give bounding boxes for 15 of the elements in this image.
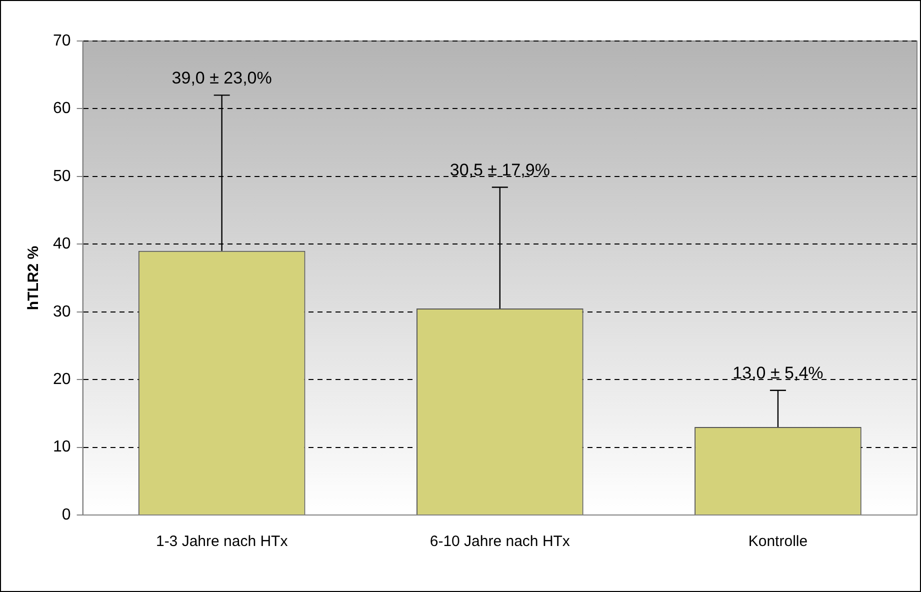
y-tick-label: 60: [53, 100, 71, 118]
y-tick-label: 30: [53, 303, 71, 320]
annotation: 30,5 ± 17,9%: [450, 160, 550, 180]
annotation: 13,0 ± 5,4%: [732, 364, 824, 383]
y-tick-label: 40: [53, 236, 71, 253]
y-axis-title: hTLR2 %: [25, 246, 42, 310]
x-tick-label: 6-10 Jahre nach HTx: [430, 533, 570, 550]
y-tick-label: 70: [53, 32, 71, 50]
y-tick-label: 50: [53, 168, 71, 185]
y-tick-label: 0: [62, 506, 71, 524]
y-tick-label: 10: [53, 438, 71, 456]
x-tick-label: Kontrolle: [748, 533, 808, 550]
x-tick-label: 1-3 Jahre nach HTx: [156, 533, 288, 550]
annotation: 39,0 ± 23,0%: [172, 68, 272, 88]
y-tick-label: 20: [53, 370, 71, 388]
